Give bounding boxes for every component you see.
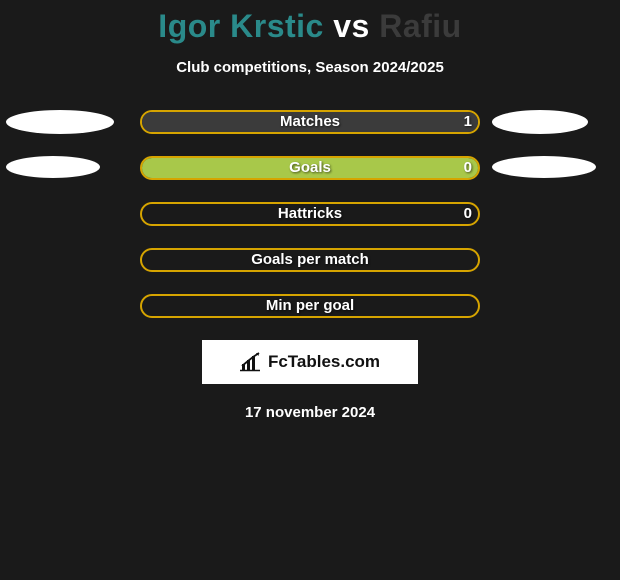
stat-row: Hattricks0 — [70, 202, 550, 226]
bar-fill-right — [142, 112, 478, 132]
date-text: 17 november 2024 — [0, 404, 620, 421]
decorative-ellipse — [492, 110, 588, 134]
bar-fill-left — [142, 158, 478, 178]
page-title: Igor Krstic vs Rafiu — [0, 8, 620, 45]
stat-bar — [140, 156, 480, 180]
player2-name: Rafiu — [379, 8, 462, 44]
stats-rows: Matches1 Goals0 Hattricks0 Goals per match M… — [70, 110, 550, 318]
stat-value-right: 1 — [464, 110, 472, 134]
decorative-ellipse — [492, 156, 596, 178]
stat-value-right: 0 — [464, 202, 472, 226]
comparison-card: Igor Krstic vs Rafiu Club competitions, … — [0, 0, 620, 580]
stat-row: Min per goal — [70, 294, 550, 318]
vs-text: vs — [333, 8, 370, 44]
stat-bar — [140, 110, 480, 134]
brand-badge: FcTables.com — [202, 340, 418, 384]
stat-bar — [140, 202, 480, 226]
stat-bar — [140, 294, 480, 318]
decorative-ellipse — [6, 156, 100, 178]
subtitle: Club competitions, Season 2024/2025 — [0, 59, 620, 76]
chart-icon — [240, 352, 262, 372]
decorative-ellipse — [6, 110, 114, 134]
player1-name: Igor Krstic — [158, 8, 324, 44]
stat-value-right: 0 — [464, 156, 472, 180]
stat-row: Goals0 — [70, 156, 550, 180]
brand-text: FcTables.com — [268, 352, 380, 372]
stat-bar — [140, 248, 480, 272]
stat-row: Goals per match — [70, 248, 550, 272]
stat-row: Matches1 — [70, 110, 550, 134]
